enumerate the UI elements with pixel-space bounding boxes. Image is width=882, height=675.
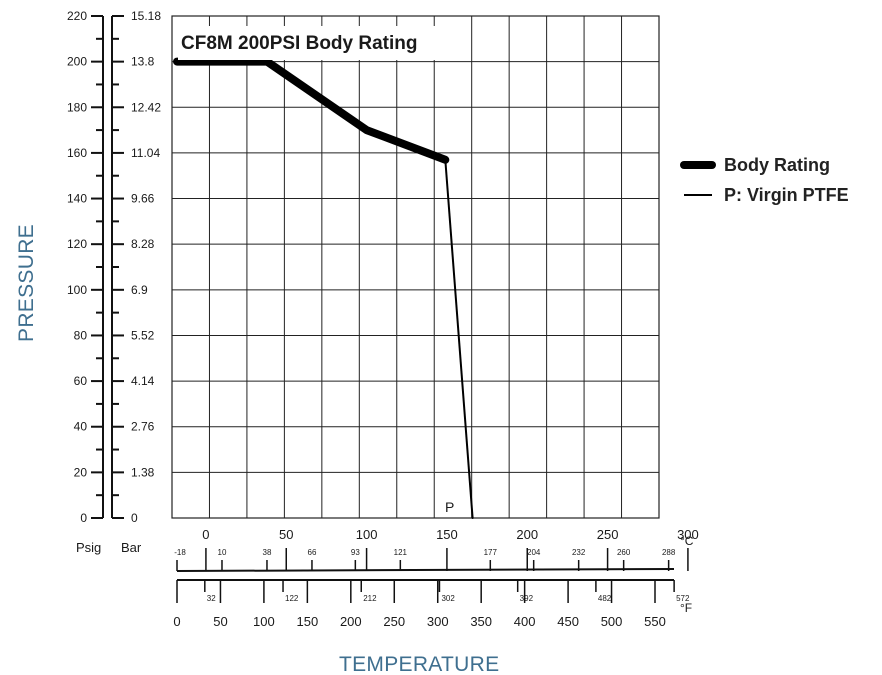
celsius-minor-label: 177 [484, 548, 498, 557]
celsius-minor-label: -18 [174, 548, 186, 557]
celsius-major-label: 50 [279, 527, 293, 542]
celsius-minor-label: 66 [308, 548, 317, 557]
fahrenheit-major-label: 500 [601, 614, 623, 629]
celsius-minor-label: 204 [527, 548, 541, 557]
plot-frame [171, 15, 660, 519]
series-point [471, 517, 474, 519]
fahrenheit-major-label: 100 [253, 614, 275, 629]
curve-label-p: P [445, 499, 454, 515]
fahrenheit-major-label: 300 [427, 614, 449, 629]
celsius-minor-label: 10 [218, 548, 227, 557]
chart-legend: Body Rating P: Virgin PTFE [680, 150, 849, 210]
psig-axis: 0 20 40 60 80 100 120 140 160 180 200 220 [67, 9, 104, 525]
psig-tick-label: 140 [67, 192, 87, 206]
bar-tick-label: 9.66 [131, 192, 155, 206]
psig-tick-label: 120 [67, 237, 87, 251]
psig-axis-label: Psig [76, 540, 101, 555]
celsius-axis: 0 50 100 150 200 250 300 -18 10 38 66 93 121 177 204 23… [174, 527, 699, 572]
fahrenheit-minor-label: 32 [207, 594, 216, 603]
legend-swatch-body-rating [680, 161, 716, 169]
x-axis-title: TEMPERATURE [339, 653, 499, 675]
bar-tick-label: 8.28 [131, 237, 155, 251]
fahrenheit-axis: 0 50 100 150 200 250 300 350 400 450 500 550 32 122 21… [173, 579, 690, 629]
psig-tick-label: 0 [80, 511, 87, 525]
chart-series [173, 57, 474, 519]
psig-tick-label: 80 [74, 328, 88, 342]
fahrenheit-major-label: 200 [340, 614, 362, 629]
fahrenheit-minor-label: 482 [598, 594, 612, 603]
celsius-minor-label: 232 [572, 548, 586, 557]
fahrenheit-major-label: 250 [383, 614, 405, 629]
series-line-virgin-ptfe [444, 159, 474, 519]
celsius-minor-label: 121 [394, 548, 408, 557]
chart-title: CF8M 200PSI Body Rating [181, 33, 418, 54]
fahrenheit-minor-label: 122 [285, 594, 299, 603]
psig-tick-label: 20 [74, 465, 88, 479]
chart-grid [171, 15, 660, 519]
celsius-minor-label: 260 [617, 548, 631, 557]
bar-tick-label: 11.04 [131, 146, 160, 160]
chart-title-background [178, 26, 450, 60]
fahrenheit-major-label: 400 [514, 614, 536, 629]
fahrenheit-major-label: 0 [173, 614, 180, 629]
psig-tick-label: 200 [67, 55, 87, 69]
celsius-unit-label: °C [680, 534, 694, 548]
bar-axis: 0 1.38 2.76 4.14 5.52 6.9 8.28 9.66 11.04 12.42 13… [111, 9, 161, 525]
series-point [444, 158, 447, 161]
celsius-axis-line [176, 568, 675, 572]
psig-tick-label: 100 [67, 283, 87, 297]
legend-item-body-rating: Body Rating [680, 150, 849, 180]
celsius-major-label: 0 [202, 527, 209, 542]
celsius-major-label: 150 [436, 527, 458, 542]
fahrenheit-major-label: 450 [557, 614, 579, 629]
y-axis-title: PRESSURE [15, 224, 38, 342]
bar-tick-label: 13.8 [131, 55, 155, 69]
fahrenheit-minor-label: 302 [441, 594, 455, 603]
celsius-major-label: 300 [677, 527, 699, 542]
fahrenheit-major-label: 150 [297, 614, 319, 629]
legend-label-body-rating: Body Rating [724, 154, 830, 175]
fahrenheit-major-label: 50 [213, 614, 227, 629]
psig-tick-label: 180 [67, 100, 87, 114]
bar-axis-label: Bar [121, 540, 142, 555]
legend-label-virgin-ptfe: P: Virgin PTFE [724, 184, 849, 205]
celsius-major-label: 250 [597, 527, 619, 542]
celsius-minor-label: 93 [351, 548, 360, 557]
fahrenheit-major-label: 550 [644, 614, 666, 629]
celsius-minor-label: 38 [263, 548, 272, 557]
bar-tick-label: 0 [131, 511, 138, 525]
fahrenheit-major-label: 350 [470, 614, 492, 629]
psig-tick-label: 160 [67, 146, 87, 160]
bar-tick-label: 1.38 [131, 465, 155, 479]
legend-item-virgin-ptfe: P: Virgin PTFE [680, 180, 849, 210]
celsius-minor-label: 288 [662, 548, 676, 557]
bar-tick-label: 12.42 [131, 100, 161, 114]
fahrenheit-unit-label: °F [680, 601, 692, 615]
bar-tick-label: 4.14 [131, 374, 155, 388]
bar-tick-label: 2.76 [131, 420, 155, 434]
series-point [364, 128, 369, 133]
bar-tick-label: 15.18 [131, 9, 161, 23]
series-line-body-rating [173, 57, 450, 164]
bar-tick-label: 5.52 [131, 328, 155, 342]
fahrenheit-minor-label: 212 [363, 594, 377, 603]
legend-swatch-virgin-ptfe [684, 194, 712, 196]
bar-tick-label: 6.9 [131, 283, 148, 297]
celsius-major-label: 100 [356, 527, 378, 542]
fahrenheit-minor-label: 572 [676, 594, 690, 603]
series-point [175, 59, 179, 64]
psig-tick-label: 220 [67, 9, 87, 23]
psig-tick-label: 40 [74, 420, 88, 434]
psig-tick-label: 60 [74, 374, 88, 388]
series-point [264, 59, 269, 64]
fahrenheit-minor-label: 392 [520, 594, 534, 603]
celsius-major-label: 200 [516, 527, 538, 542]
